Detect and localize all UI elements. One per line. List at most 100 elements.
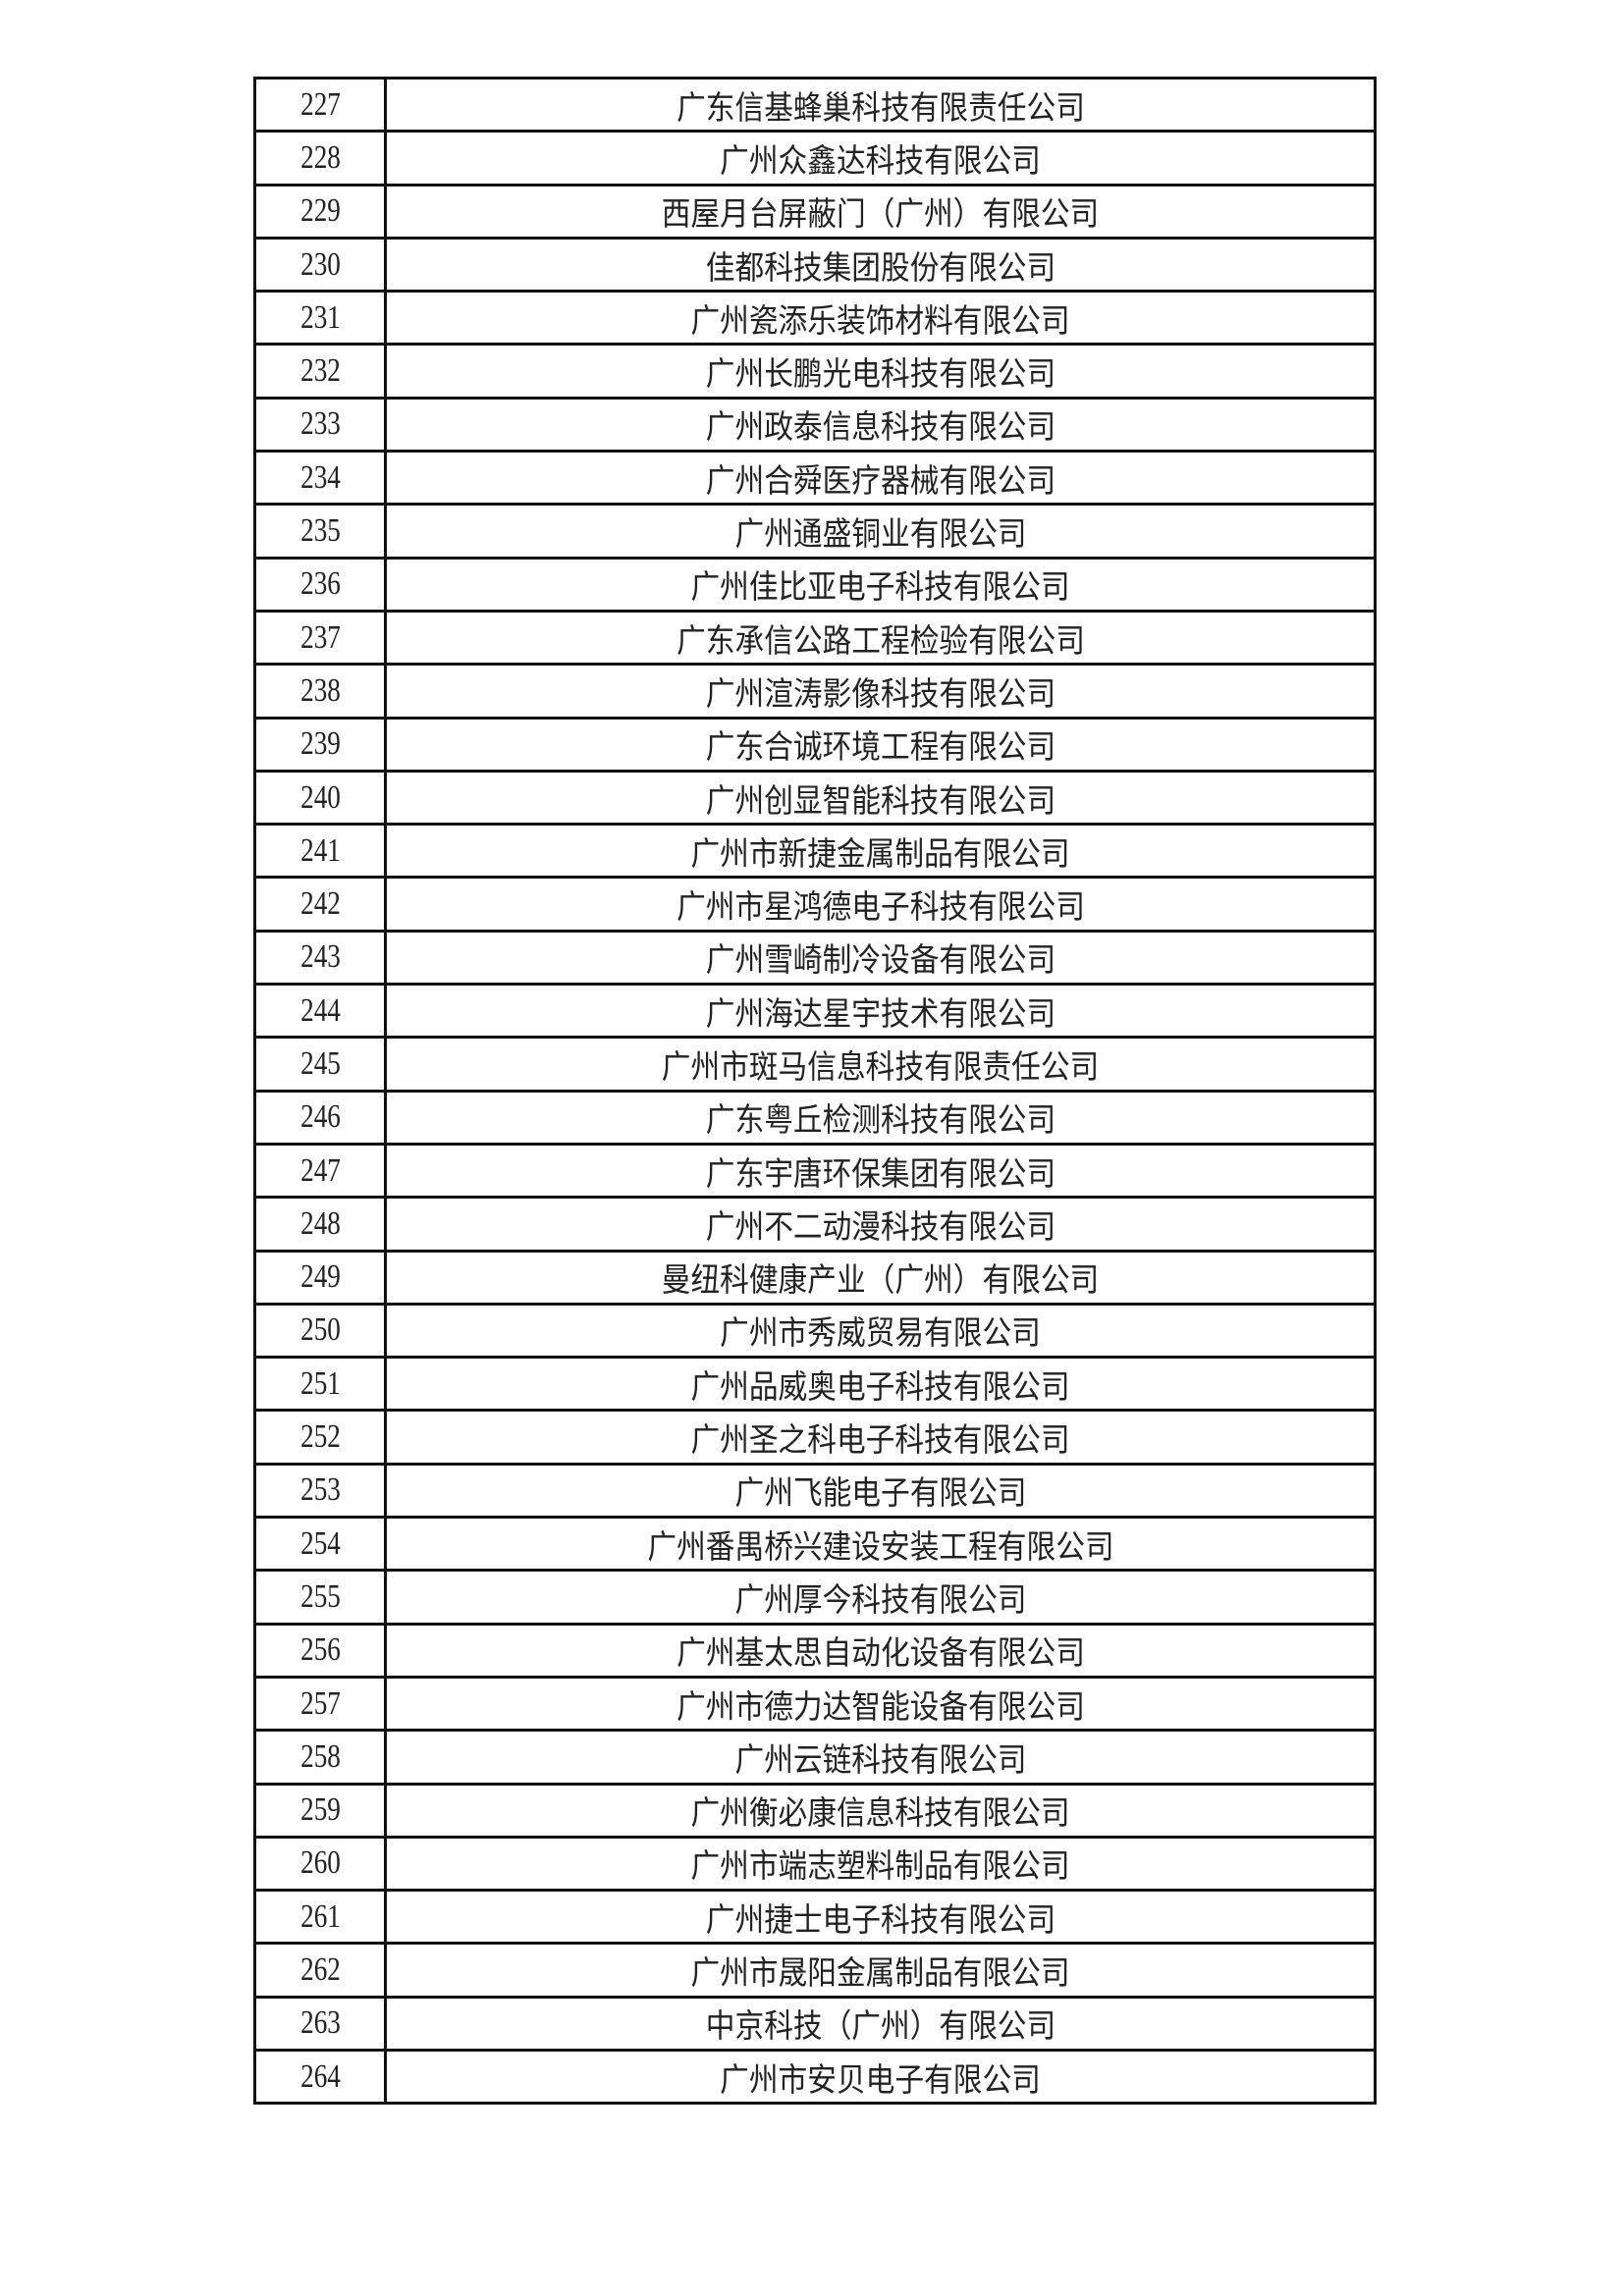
row-number: 253	[299, 1471, 341, 1509]
company-name-cell: 广州众鑫达科技有限公司	[384, 130, 1377, 187]
table-row: 228 广州众鑫达科技有限公司	[253, 130, 1377, 187]
table-row: 229 西屋月台屏蔽门（广州）有限公司	[253, 183, 1377, 240]
row-number-cell: 256	[253, 1622, 387, 1679]
company-name: 广州圣之科电子科技有限公司	[690, 1420, 1070, 1460]
company-name-cell: 广东信基蜂巢科技有限责任公司	[384, 76, 1377, 133]
company-name-cell: 广州飞能电子有限公司	[384, 1462, 1377, 1520]
row-number: 254	[299, 1524, 341, 1562]
table-row: 262 广州市晟阳金属制品有限公司	[253, 1942, 1377, 1999]
row-number-cell: 237	[253, 609, 387, 667]
company-name-cell: 中京科技（广州）有限公司	[384, 1995, 1377, 2052]
company-name: 广州不二动漫科技有限公司	[705, 1206, 1056, 1246]
table-row: 248 广州不二动漫科技有限公司	[253, 1196, 1377, 1253]
table-row: 227 广东信基蜂巢科技有限责任公司	[253, 76, 1377, 133]
row-number-cell: 233	[253, 396, 387, 454]
company-name: 广州通盛铜业有限公司	[734, 514, 1026, 554]
company-name: 广州创显智能科技有限公司	[705, 780, 1056, 820]
table-row: 234 广州合舜医疗器械有限公司	[253, 450, 1377, 507]
table-row: 246 广东粤丘检测科技有限公司	[253, 1089, 1377, 1146]
company-name-cell: 广东合诚环境工程有限公司	[384, 716, 1377, 773]
company-name-cell: 广州佳比亚电子科技有限公司	[384, 556, 1377, 613]
row-number: 235	[299, 512, 341, 550]
company-name-cell: 广州云链科技有限公司	[384, 1729, 1377, 1786]
company-name: 广州番禺桥兴建设安装工程有限公司	[646, 1526, 1114, 1566]
row-number: 228	[299, 138, 341, 176]
row-number-cell: 242	[253, 876, 387, 933]
row-number: 237	[299, 618, 341, 656]
row-number: 250	[299, 1311, 341, 1349]
row-number: 248	[299, 1204, 341, 1242]
company-name-cell: 广东承信公路工程检验有限公司	[384, 609, 1377, 667]
row-number: 241	[299, 831, 341, 869]
company-name: 广州市端志塑料制品有限公司	[690, 1846, 1070, 1886]
table-row: 231 广州瓷添乐装饰材料有限公司	[253, 290, 1377, 347]
row-number: 236	[299, 565, 341, 603]
company-name-cell: 广州厚今科技有限公司	[384, 1569, 1377, 1626]
row-number-cell: 243	[253, 929, 387, 987]
row-number: 262	[299, 1951, 341, 1989]
row-number: 263	[299, 2004, 341, 2042]
company-name: 广州市斑马信息科技有限责任公司	[661, 1046, 1100, 1086]
company-name: 曼纽科健康产业（广州）有限公司	[661, 1260, 1100, 1300]
row-number-cell: 238	[253, 663, 387, 720]
company-name-cell: 广州雪崎制冷设备有限公司	[384, 929, 1377, 987]
company-name: 西屋月台屏蔽门（广州）有限公司	[661, 194, 1100, 234]
company-list-table: 227 广东信基蜂巢科技有限责任公司 228 广州众鑫达科技有限公司 229 西屋月台屏蔽…	[253, 76, 1377, 2106]
row-number: 240	[299, 778, 341, 816]
company-name: 广州海达星宇技术有限公司	[705, 993, 1056, 1033]
row-number: 238	[299, 671, 341, 709]
company-name-cell: 广州不二动漫科技有限公司	[384, 1196, 1377, 1253]
row-number-cell: 255	[253, 1569, 387, 1626]
table-row: 230 佳都科技集团股份有限公司	[253, 236, 1377, 294]
company-name-cell: 广州合舜医疗器械有限公司	[384, 450, 1377, 507]
company-name-cell: 广州市晟阳金属制品有限公司	[384, 1942, 1377, 1999]
company-name: 广东宇唐环保集团有限公司	[705, 1153, 1056, 1193]
row-number: 247	[299, 1151, 341, 1189]
row-number-cell: 245	[253, 1036, 387, 1093]
company-name: 广州品威奥电子科技有限公司	[690, 1366, 1070, 1406]
row-number-cell: 257	[253, 1675, 387, 1733]
company-name: 广州佳比亚电子科技有限公司	[690, 567, 1070, 607]
row-number: 246	[299, 1098, 341, 1136]
table-row: 243 广州雪崎制冷设备有限公司	[253, 929, 1377, 987]
row-number: 257	[299, 1684, 341, 1722]
company-name: 广州合舜医疗器械有限公司	[705, 460, 1056, 500]
company-name: 广东信基蜂巢科技有限责任公司	[676, 87, 1085, 127]
table-row: 239 广东合诚环境工程有限公司	[253, 716, 1377, 773]
company-name-cell: 广州衡必康信息科技有限公司	[384, 1782, 1377, 1839]
company-name: 广东合诚环境工程有限公司	[705, 727, 1056, 767]
table-row: 263 中京科技（广州）有限公司	[253, 1995, 1377, 2052]
row-number: 259	[299, 1791, 341, 1829]
row-number-cell: 236	[253, 556, 387, 613]
company-name-cell: 广州市斑马信息科技有限责任公司	[384, 1036, 1377, 1093]
row-number-cell: 262	[253, 1942, 387, 1999]
row-number-cell: 239	[253, 716, 387, 773]
company-name: 广州捷士电子科技有限公司	[705, 1899, 1056, 1939]
row-number-cell: 251	[253, 1356, 387, 1413]
table-row: 255 广州厚今科技有限公司	[253, 1569, 1377, 1626]
company-name: 广州基太思自动化设备有限公司	[676, 1633, 1085, 1673]
company-name: 广东承信公路工程检验有限公司	[676, 620, 1085, 660]
company-name-cell: 广州渲涛影像科技有限公司	[384, 663, 1377, 720]
row-number-cell: 259	[253, 1782, 387, 1839]
company-name: 广州飞能电子有限公司	[734, 1473, 1026, 1513]
row-number: 227	[299, 85, 341, 123]
table-row: 236 广州佳比亚电子科技有限公司	[253, 556, 1377, 613]
row-number-cell: 240	[253, 769, 387, 827]
company-name: 广州长鹏光电科技有限公司	[705, 354, 1056, 394]
row-number: 249	[299, 1258, 341, 1296]
company-name: 广州众鑫达科技有限公司	[720, 140, 1041, 180]
company-name-cell: 广州创显智能科技有限公司	[384, 769, 1377, 827]
row-number-cell: 264	[253, 2048, 387, 2106]
row-number-cell: 252	[253, 1409, 387, 1466]
row-number: 251	[299, 1364, 341, 1402]
company-name-cell: 广州番禺桥兴建设安装工程有限公司	[384, 1516, 1377, 1573]
company-name-cell: 西屋月台屏蔽门（广州）有限公司	[384, 183, 1377, 240]
row-number-cell: 253	[253, 1462, 387, 1520]
table-row: 241 广州市新捷金属制品有限公司	[253, 823, 1377, 880]
table-row: 254 广州番禺桥兴建设安装工程有限公司	[253, 1516, 1377, 1573]
row-number: 232	[299, 352, 341, 390]
company-name-cell: 广州市德力达智能设备有限公司	[384, 1675, 1377, 1733]
company-name-cell: 广州瓷添乐装饰材料有限公司	[384, 290, 1377, 347]
company-name-cell: 广州品威奥电子科技有限公司	[384, 1356, 1377, 1413]
